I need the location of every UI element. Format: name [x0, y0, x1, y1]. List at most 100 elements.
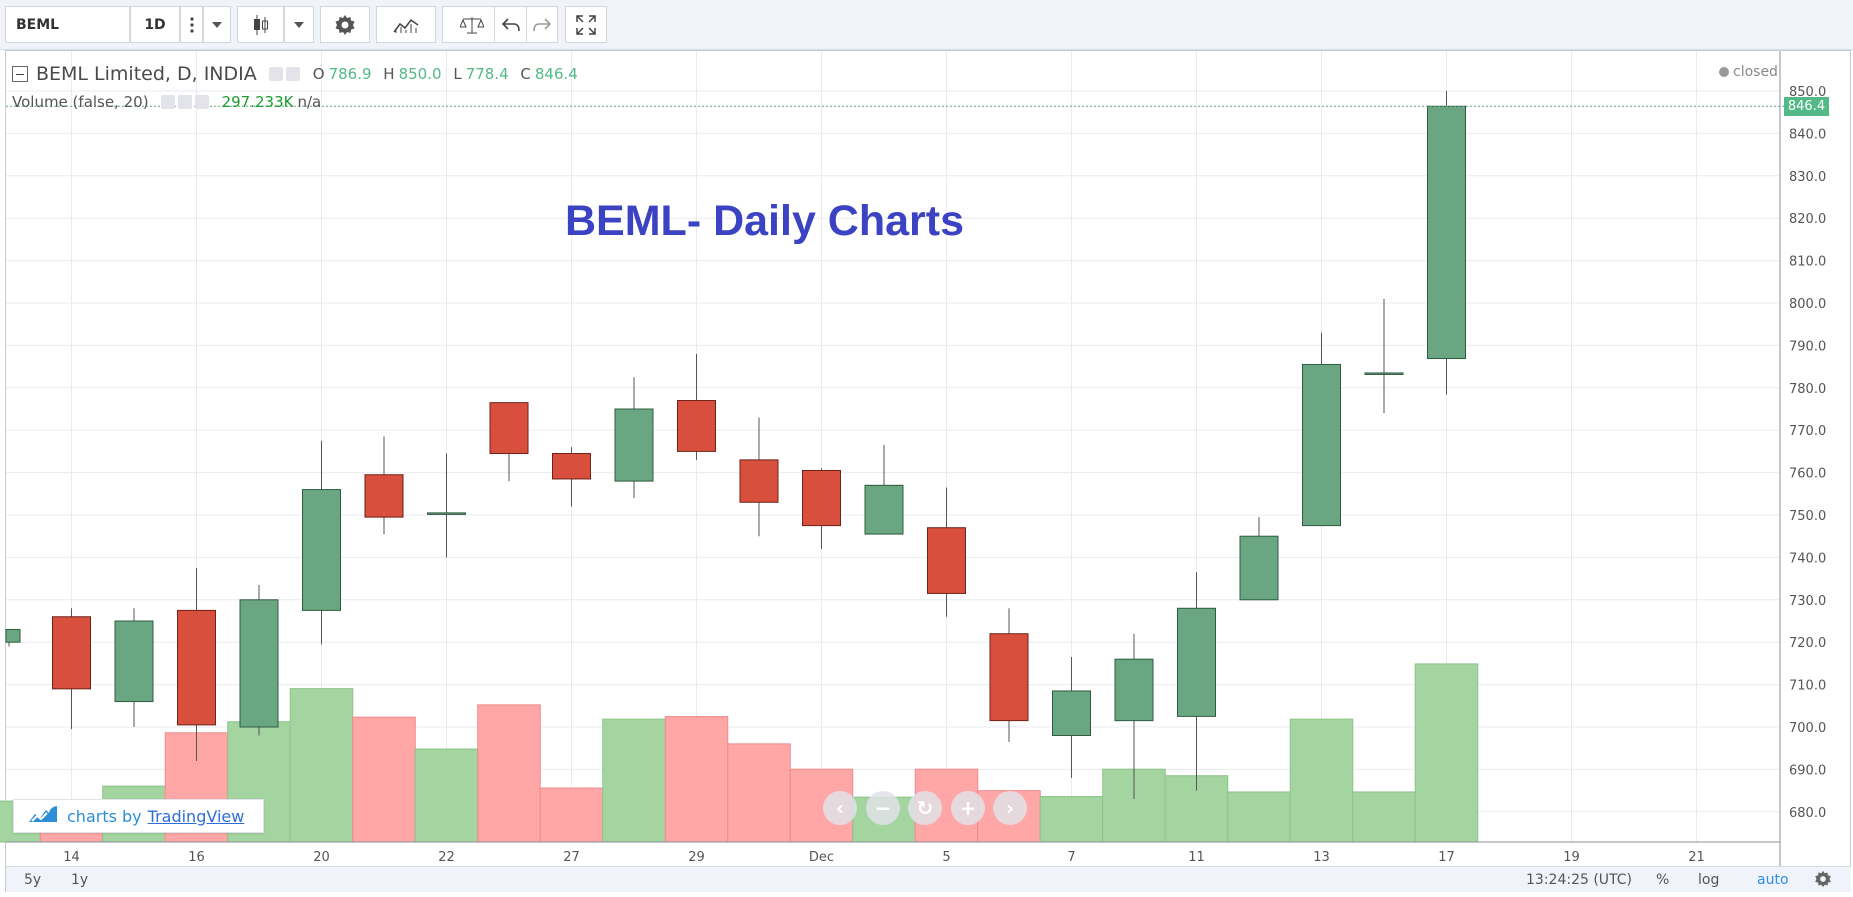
branding-link[interactable]: TradingView [147, 806, 245, 826]
gear-icon[interactable] [285, 67, 300, 81]
chevron-down-icon[interactable] [203, 6, 231, 43]
close-icon[interactable] [194, 95, 209, 109]
plus-icon: + [959, 796, 977, 820]
candle-body [614, 408, 654, 482]
candle-body [427, 512, 466, 515]
chevron-left-icon: ‹ [835, 796, 845, 820]
series-title: BEML Limited, D, INDIA [36, 63, 257, 85]
chart-title: BEML- Daily Charts [565, 197, 965, 245]
time-tick-label: 20 [313, 850, 330, 865]
candle-body [239, 599, 279, 728]
volume-bar [477, 704, 541, 843]
candle-body [1114, 658, 1154, 722]
candle-body [1239, 535, 1279, 601]
gear-icon[interactable] [1814, 870, 1832, 892]
volume-bar [1414, 663, 1479, 843]
eye-icon[interactable] [160, 95, 175, 109]
time-tick-label: 29 [688, 850, 705, 865]
candle-body [927, 527, 966, 594]
candlestick-icon[interactable] [237, 6, 284, 43]
time-tick-label: 7 [1067, 850, 1075, 865]
candle-body [489, 402, 529, 455]
last-price-label: 846.4 [1784, 97, 1829, 116]
price-tick-label: 710.0 [1789, 679, 1826, 694]
price-tick-label: 850.0 [1789, 85, 1826, 100]
close-value: 846.4 [534, 65, 578, 83]
price-tick-label: 730.0 [1789, 594, 1826, 609]
auto-scale-toggle[interactable]: auto [1757, 872, 1789, 888]
price-tick-label: 740.0 [1789, 551, 1826, 566]
volume-bar [1039, 796, 1104, 843]
fullscreen-icon[interactable] [565, 6, 607, 43]
tradingview-branding[interactable]: charts by TradingView [13, 799, 264, 833]
chevron-down-icon[interactable] [284, 6, 314, 43]
market-status: closed [1719, 64, 1778, 80]
price-tick-label: 800.0 [1789, 297, 1826, 312]
zoom-out-button[interactable]: − [866, 791, 900, 825]
gear-icon[interactable] [320, 6, 370, 43]
indicators-icon[interactable] [376, 6, 436, 43]
scroll-right-button[interactable]: › [993, 791, 1027, 825]
branding-prefix: charts by [67, 806, 142, 826]
candle-body [552, 453, 591, 480]
volume-value: 297.233K [221, 93, 294, 111]
candle-body [864, 484, 904, 535]
candle-body [114, 620, 154, 703]
time-tick-label: Dec [809, 850, 834, 865]
undo-icon[interactable] [494, 6, 526, 43]
volume-bar [414, 748, 479, 843]
candle-body [989, 633, 1029, 722]
volume-bar [602, 718, 666, 843]
candle-body [1427, 105, 1466, 360]
candle-body [302, 489, 341, 611]
price-tick-label: 720.0 [1789, 636, 1826, 651]
reset-icon: ↻ [916, 796, 934, 820]
price-tick-label: 690.0 [1789, 763, 1826, 778]
candle-body [1177, 607, 1216, 717]
candle-body [1052, 690, 1091, 736]
time-tick-label: 17 [1438, 850, 1455, 865]
candle-body [177, 609, 216, 726]
price-tick-label: 780.0 [1789, 382, 1826, 397]
time-tick-label: 14 [63, 850, 80, 865]
candle-body [802, 469, 841, 527]
collapse-legend-icon[interactable] [12, 66, 28, 82]
range-5y-button[interactable]: 5y [24, 872, 42, 888]
series-legend: BEML Limited, D, INDIA O 786.9 H 850.0 L 77… [12, 62, 585, 86]
percent-scale-toggle[interactable]: % [1656, 872, 1670, 888]
zoom-in-button[interactable]: + [951, 791, 985, 825]
price-tick-label: 760.0 [1789, 467, 1826, 482]
candle-body [677, 400, 716, 452]
symbol-search-input[interactable]: BEML [5, 6, 130, 43]
candle-body [52, 616, 91, 690]
low-value: 778.4 [465, 65, 509, 83]
price-tick-label: 790.0 [1789, 339, 1826, 354]
range-1y-button[interactable]: 1y [71, 872, 89, 888]
scroll-left-button[interactable]: ‹ [823, 791, 857, 825]
volume-label: Volume (false, 20) [12, 93, 149, 111]
open-value: 786.9 [328, 65, 372, 83]
more-vert-icon[interactable] [180, 6, 203, 43]
price-tick-label: 840.0 [1789, 127, 1826, 142]
redo-icon[interactable] [526, 6, 558, 43]
high-label: H [383, 65, 395, 83]
compare-icon[interactable] [442, 6, 502, 43]
price-tick-label: 810.0 [1789, 255, 1826, 270]
tradingview-logo-icon [29, 806, 57, 823]
gear-icon[interactable] [177, 95, 192, 109]
log-scale-toggle[interactable]: log [1698, 872, 1720, 888]
price-tick-label: 820.0 [1789, 212, 1826, 227]
eye-icon[interactable] [268, 67, 283, 81]
candle-body [1364, 372, 1404, 375]
candle-body [364, 474, 404, 518]
time-tick-label: 22 [438, 850, 455, 865]
reset-button[interactable]: ↻ [908, 791, 942, 825]
volume-legend-actions [160, 95, 212, 109]
time-tick-label: 21 [1688, 850, 1705, 865]
time-tick-label: 16 [188, 850, 205, 865]
candle-body [739, 459, 779, 503]
minus-icon: − [874, 796, 892, 820]
interval-button[interactable]: 1D [130, 6, 180, 43]
price-tick-label: 700.0 [1789, 721, 1826, 736]
